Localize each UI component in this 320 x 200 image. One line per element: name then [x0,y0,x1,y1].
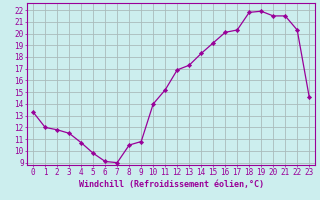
X-axis label: Windchill (Refroidissement éolien,°C): Windchill (Refroidissement éolien,°C) [79,180,264,189]
